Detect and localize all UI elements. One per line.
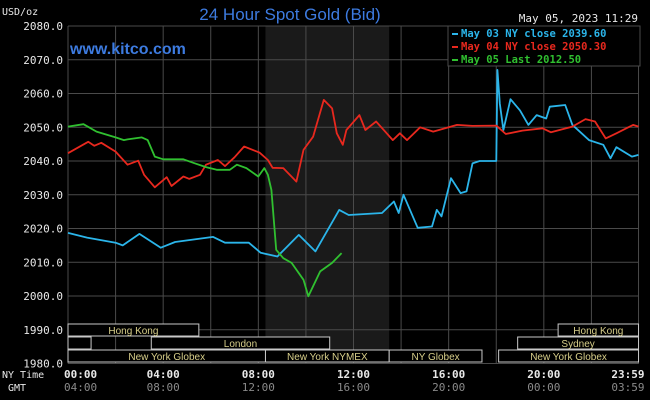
x-tick-ny: 12:00 [337, 368, 370, 381]
legend-entry: May 04 NY close 2050.30 [461, 41, 606, 53]
y-axis-label: USD/oz [2, 7, 38, 18]
y-tick-label: 2040.0 [23, 155, 63, 168]
legend-entry: May 05 Last 2012.50 [461, 54, 581, 66]
session-box [498, 349, 640, 363]
y-axis-ticks: 2080.0 2070.0 2060.0 2050.0 2040.0 2030.0 2020… [23, 20, 63, 371]
x-tick-ny: 23:59 [611, 368, 644, 381]
series-lines [67, 69, 639, 298]
y-tick-label: 2060.0 [23, 88, 63, 101]
x-tick-gmt: 16:00 [337, 381, 370, 394]
session-label: Hong Kong [573, 326, 623, 337]
session-box [557, 323, 640, 337]
session-label: Sydney [561, 339, 594, 350]
session-box [150, 336, 331, 350]
y-tick-label: 2050.0 [23, 121, 63, 134]
x-tick-gmt: 20:00 [432, 381, 465, 394]
y-tick-label: 2020.0 [23, 223, 63, 236]
x-tick-gmt: 00:00 [527, 381, 560, 394]
y-tick-label: 2070.0 [23, 54, 63, 67]
x-tick-gmt: 03:59 [611, 381, 644, 394]
gmt-label: GMT [8, 383, 26, 394]
session-label: New York Globex [128, 352, 205, 363]
watermark-url: www.kitco.com [69, 41, 186, 58]
y-tick-label: 1990.0 [23, 324, 63, 337]
trading-sessions: Hong Kong Hong Kong London Sydney New York G… [67, 323, 640, 363]
y-tick-label: 2010.0 [23, 256, 63, 269]
y-tick-label: 1980.0 [23, 358, 63, 371]
session-box [67, 336, 92, 350]
x-tick-ny: 04:00 [147, 368, 180, 381]
chart-title: 24 Hour Spot Gold (Bid) [199, 5, 380, 24]
legend-box [447, 25, 641, 67]
legend-entry: May 03 NY close 2039.60 [461, 28, 606, 40]
x-tick-ny: 20:00 [527, 368, 560, 381]
series-line-may-03-ny-close [67, 69, 639, 258]
y-tick-label: 2080.0 [23, 20, 63, 33]
session-label: NY Globex [411, 352, 459, 363]
x-tick-gmt: 12:00 [242, 381, 275, 394]
y-tick-label: 2000.0 [23, 290, 63, 303]
ny-time-label: NY Time [2, 370, 44, 381]
session-box [388, 349, 483, 363]
x-tick-ny: 08:00 [242, 368, 275, 381]
session-label: Hong Kong [108, 326, 158, 337]
session-box [517, 336, 640, 350]
x-tick-ny: 16:00 [432, 368, 465, 381]
grid [67, 25, 640, 364]
series-line-may-04-ny-close [67, 99, 639, 189]
x-tick-gmt: 08:00 [147, 381, 180, 394]
y-tick-label: 2030.0 [23, 189, 63, 202]
session-label: New York NYMEX [287, 352, 368, 363]
x-tick-ny: 00:00 [64, 368, 97, 381]
session-label: London [224, 339, 257, 350]
x-axis-ticks: 00:0004:0004:0008:0008:0012:0012:0016:00… [64, 368, 645, 394]
session-box [67, 323, 200, 337]
x-tick-gmt: 04:00 [64, 381, 97, 394]
series-line-may-05-last [67, 123, 343, 298]
session-label: New York Globex [530, 352, 607, 363]
timestamp: May 05, 2023 11:29 [519, 12, 638, 25]
